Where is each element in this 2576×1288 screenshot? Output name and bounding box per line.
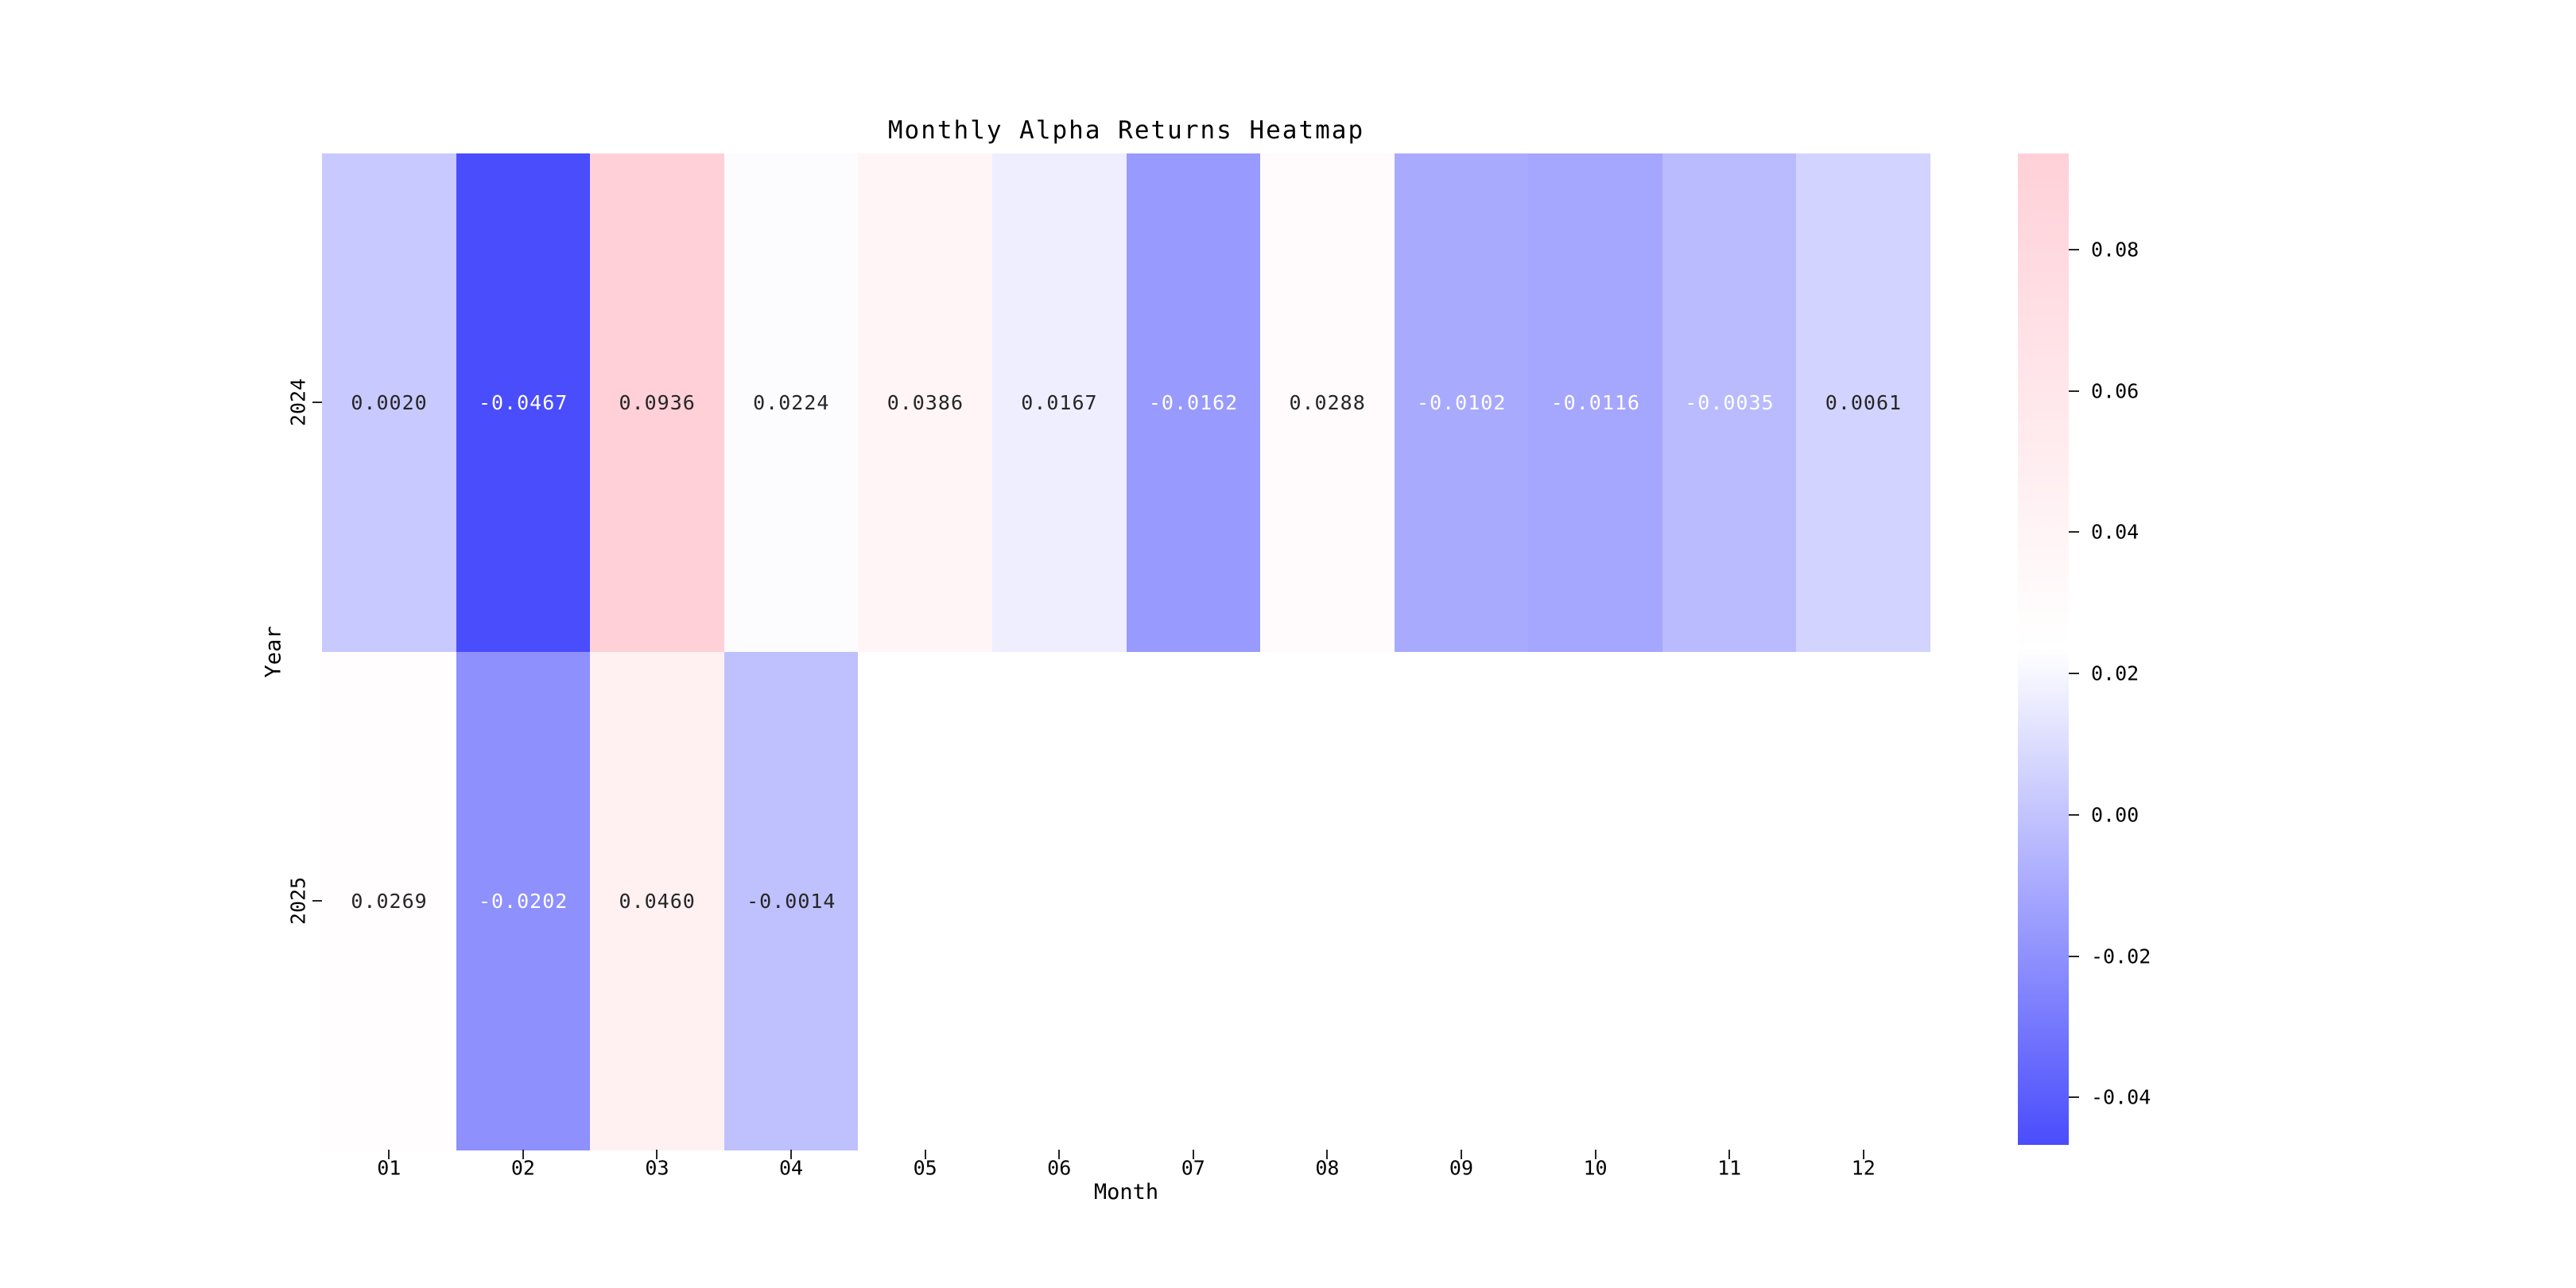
heatmap-cell <box>1260 651 1395 1150</box>
heatmap-grid: 0.0020 -0.0467 0.0936 0.0224 0.0386 0.0167 -0.… <box>322 153 1931 1150</box>
heatmap-cell: 0.0288 <box>1260 153 1395 652</box>
heatmap-cell: -0.0202 <box>456 651 591 1150</box>
colorbar-tick-label: 0.06 <box>2091 379 2140 403</box>
colorbar-tick-mark <box>2069 531 2079 533</box>
heatmap-cell: 0.0269 <box>322 651 457 1150</box>
y-axis-label: Year <box>261 626 286 678</box>
heatmap-cell: 0.0224 <box>724 153 859 652</box>
y-tick-label: 2024 <box>286 378 310 427</box>
x-tick-mark <box>1192 1150 1194 1159</box>
x-tick-mark <box>1862 1150 1864 1159</box>
colorbar-tick-label: -0.04 <box>2091 1085 2151 1109</box>
y-tick-label: 2025 <box>286 876 310 925</box>
x-tick-mark <box>656 1150 658 1159</box>
x-tick-label: 07 <box>1181 1156 1205 1180</box>
colorbar-tick-mark <box>2069 955 2079 957</box>
heatmap-cell: -0.0102 <box>1394 153 1529 652</box>
x-tick-mark <box>1594 1150 1596 1159</box>
x-tick-mark <box>1058 1150 1061 1159</box>
heatmap-cell <box>858 651 993 1150</box>
x-axis-label: Month <box>1093 1180 1159 1205</box>
colorbar <box>2018 153 2069 1145</box>
heatmap-cell <box>1394 651 1529 1150</box>
x-tick-mark <box>1728 1150 1731 1159</box>
heatmap-cell <box>1528 651 1663 1150</box>
heatmap-cell: 0.0936 <box>590 153 725 652</box>
x-tick-mark <box>1460 1150 1462 1159</box>
heatmap-cell <box>1796 651 1931 1150</box>
colorbar-tick-label: 0.00 <box>2091 803 2140 827</box>
x-tick-label: 04 <box>778 1156 804 1180</box>
colorbar-tick-mark <box>2069 248 2079 250</box>
x-tick-label: 02 <box>510 1156 535 1180</box>
x-tick-label: 03 <box>645 1156 669 1180</box>
heatmap-cell: -0.0162 <box>1126 153 1261 652</box>
x-tick-label: 08 <box>1315 1156 1340 1180</box>
x-tick-mark <box>1326 1150 1329 1159</box>
colorbar-tick-mark <box>2069 390 2079 392</box>
colorbar-tick-mark <box>2069 673 2079 675</box>
colorbar-tick-label: -0.02 <box>2091 945 2151 968</box>
heatmap-cell: -0.0467 <box>456 153 591 652</box>
x-tick-label: 06 <box>1047 1156 1072 1180</box>
y-tick-mark <box>312 402 322 404</box>
x-tick-label: 09 <box>1449 1156 1474 1180</box>
colorbar-tick-label: 0.02 <box>2091 661 2140 685</box>
heatmap-cell: 0.0061 <box>1796 153 1931 652</box>
x-tick-label: 12 <box>1851 1156 1876 1180</box>
chart-title: Monthly Alpha Returns Heatmap <box>887 116 1365 145</box>
heatmap-cell <box>991 651 1127 1150</box>
colorbar-tick-mark <box>2069 1096 2079 1099</box>
heatmap-cell: 0.0020 <box>322 153 457 652</box>
x-tick-label: 10 <box>1583 1156 1608 1180</box>
heatmap-cell <box>1662 651 1797 1150</box>
heatmap-cell: -0.0035 <box>1662 153 1797 652</box>
heatmap-cell <box>1126 651 1261 1150</box>
x-tick-label: 01 <box>377 1156 402 1180</box>
y-tick-mark <box>312 899 322 902</box>
heatmap-cell: 0.0167 <box>991 153 1127 652</box>
x-tick-mark <box>388 1150 390 1159</box>
x-tick-mark <box>924 1150 926 1159</box>
x-tick-label: 11 <box>1717 1156 1742 1180</box>
x-tick-mark <box>522 1150 524 1159</box>
colorbar-tick-label: 0.08 <box>2091 238 2140 262</box>
heatmap-cell: 0.0386 <box>858 153 993 652</box>
x-tick-label: 05 <box>913 1156 937 1180</box>
x-tick-mark <box>790 1150 793 1159</box>
heatmap-cell: -0.0116 <box>1528 153 1663 652</box>
colorbar-tick-label: 0.04 <box>2091 520 2140 544</box>
heatmap-cell: -0.0014 <box>724 651 859 1150</box>
heatmap-cell: 0.0460 <box>590 651 725 1150</box>
colorbar-tick-mark <box>2069 813 2079 816</box>
